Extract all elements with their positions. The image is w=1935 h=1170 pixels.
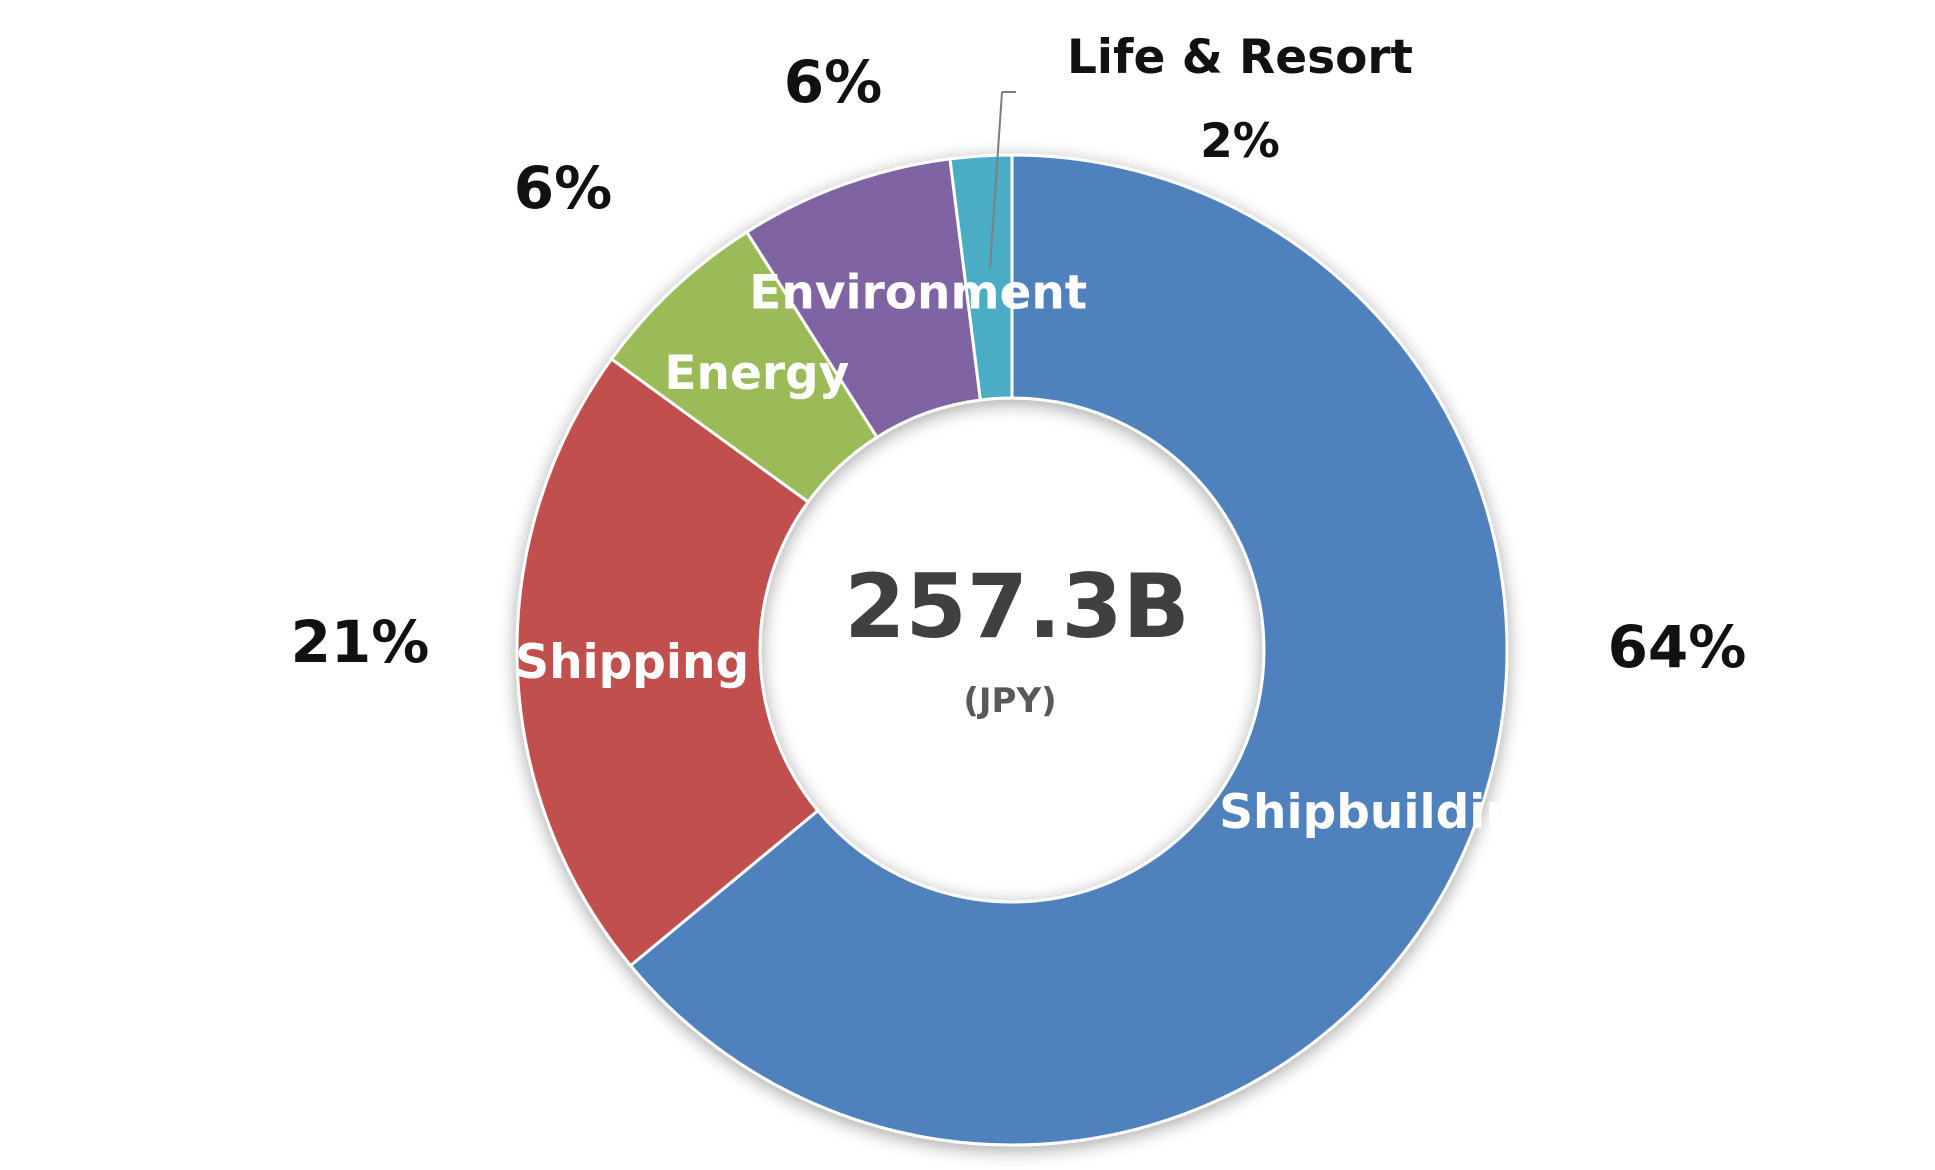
donut-slices [515, 153, 1509, 1147]
life-resort-leader-line [989, 91, 1003, 269]
slice-name-shipping: Shipping [515, 635, 749, 690]
slice-name-environment: Environment [749, 265, 1087, 320]
donut-labels: Shipbuilding 64% Shipping 21% Energy 6% Enviro… [291, 30, 1747, 840]
slice-name-energy: Energy [664, 346, 849, 401]
slice-shipping [515, 356, 820, 968]
slice-percent-life-resort: 2% [1200, 114, 1280, 169]
slice-life-resort [948, 153, 1014, 402]
slice-percent-shipping: 21% [291, 608, 430, 676]
slice-name-shipbuilding: Shipbuilding [1219, 785, 1552, 840]
center-unit: (JPY) [963, 681, 1056, 721]
slice-name-life-resort: Life & Resort [1067, 30, 1413, 85]
slice-shipbuilding [628, 153, 1509, 1147]
slice-percent-shipbuilding: 64% [1608, 613, 1747, 681]
slice-percent-environment: 6% [784, 48, 882, 116]
center-total: 257.3B [844, 555, 1189, 658]
slice-percent-energy: 6% [514, 154, 612, 222]
